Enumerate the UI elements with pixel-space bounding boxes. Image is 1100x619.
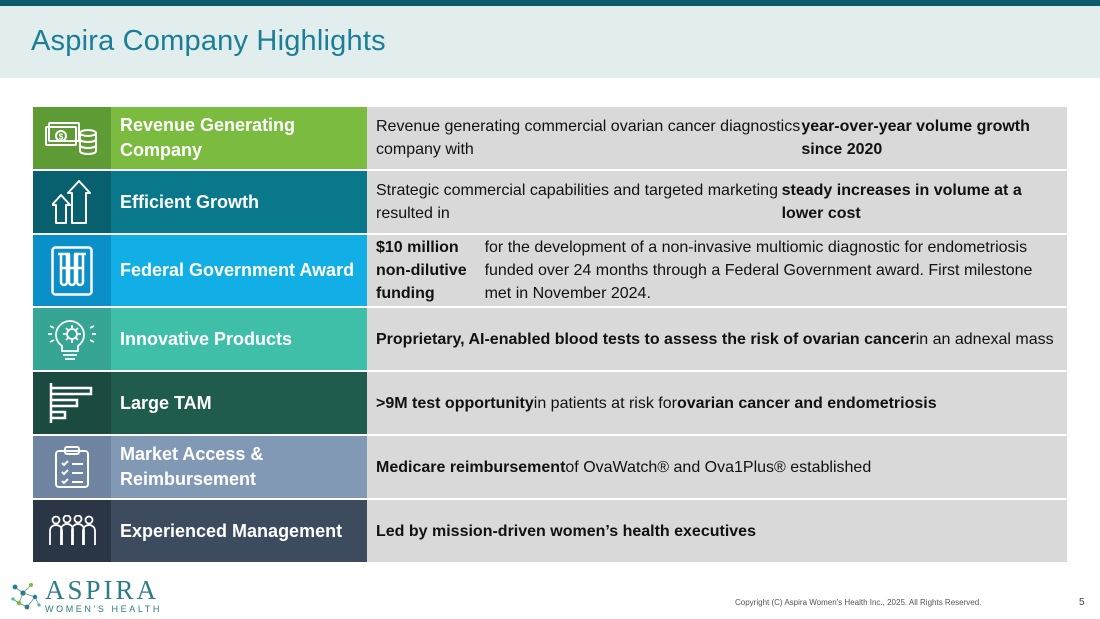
money-icon: $ (33, 107, 111, 169)
top-accent-bar (0, 0, 1100, 6)
header-band: Aspira Company Highlights (0, 6, 1100, 78)
description-emphasis: year-over-year volume growth since 2020 (801, 118, 1030, 158)
highlight-row-federal: Federal Government Award $10 million non… (33, 235, 1067, 308)
highlights-table: $ Revenue Generating Company Revenue gen… (33, 107, 1067, 564)
description-emphasis: Proprietary, AI-enabled blood tests to a… (376, 330, 916, 348)
team-people-icon (33, 500, 111, 562)
description-emphasis: >9M test opportunity (376, 394, 534, 412)
description-emphasis: Medicare reimbursement (376, 458, 566, 476)
bar-chart-icon (33, 372, 111, 434)
page-title: Aspira Company Highlights (31, 25, 386, 57)
logo-tagline: WOMEN'S HEALTH (45, 604, 162, 614)
row-label: Federal Government Award (111, 235, 367, 306)
lightbulb-gear-icon (33, 308, 111, 370)
row-description: Revenue generating commercial ovarian ca… (367, 107, 1067, 169)
description-text: in an adnexal mass (915, 330, 1054, 348)
logo-wordmark: ASPIRA (45, 575, 160, 605)
description-emphasis: $10 million non-dilutive funding (376, 239, 467, 302)
description-emphasis: steady increases in volume at a lower co… (781, 182, 1022, 222)
highlight-row-management: Experienced Management Led by mission-dr… (33, 500, 1067, 564)
logo-mark-icon (11, 582, 41, 609)
description-text: Strategic commercial capabilities and ta… (376, 182, 778, 222)
test-tubes-icon (33, 235, 111, 306)
row-label: Innovative Products (111, 308, 367, 370)
highlight-row-market-access: Market Access & Reimbursement Medicare r… (33, 436, 1067, 500)
aspira-logo: ASPIRA WOMEN'S HEALTH (9, 577, 162, 614)
row-label: Experienced Management (111, 500, 367, 562)
highlight-row-revenue: $ Revenue Generating Company Revenue gen… (33, 107, 1067, 171)
svg-text:$: $ (59, 133, 64, 142)
growth-arrows-icon (33, 171, 111, 233)
row-description: Medicare reimbursement of OvaWatch® and … (367, 436, 1067, 498)
description-emphasis: ovarian cancer and endometriosis (676, 394, 937, 412)
page-number: 5 (1079, 597, 1085, 608)
highlight-row-tam: Large TAM >9M test opportunity in patien… (33, 372, 1067, 436)
description-text: for the development of a non-invasive mu… (484, 239, 1033, 302)
highlight-row-growth: Efficient Growth Strategic commercial ca… (33, 171, 1067, 235)
row-description: Proprietary, AI-enabled blood tests to a… (367, 308, 1067, 370)
copyright-notice: Copyright (C) Aspira Women's Health Inc.… (735, 598, 982, 607)
description-emphasis: Led by mission-driven women’s health exe… (376, 522, 756, 540)
row-label: Efficient Growth (111, 171, 367, 233)
row-description: Strategic commercial capabilities and ta… (367, 171, 1067, 233)
row-description: >9M test opportunity in patients at risk… (367, 372, 1067, 434)
description-text: of OvaWatch® and Ova1Plus® established (565, 458, 872, 476)
clipboard-checklist-icon (33, 436, 111, 498)
row-label: Revenue Generating Company (111, 107, 367, 169)
row-description: $10 million non-dilutive funding for the… (367, 235, 1067, 306)
highlight-row-innovative: Innovative Products Proprietary, AI-enab… (33, 308, 1067, 372)
description-text: in patients at risk for (533, 394, 677, 412)
description-text: Revenue generating commercial ovarian ca… (376, 118, 801, 158)
row-label: Market Access & Reimbursement (111, 436, 367, 498)
row-description: Led by mission-driven women’s health exe… (367, 500, 1067, 562)
row-label: Large TAM (111, 372, 367, 434)
